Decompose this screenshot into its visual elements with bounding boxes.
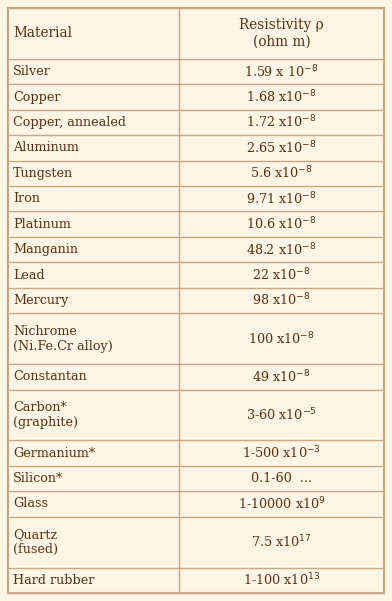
Text: 1.68 x10$^{-8}$: 1.68 x10$^{-8}$	[246, 89, 317, 105]
Text: Resistivity ρ
(ohm m): Resistivity ρ (ohm m)	[239, 19, 324, 49]
Text: 3-60 x10$^{-5}$: 3-60 x10$^{-5}$	[246, 407, 317, 423]
Text: Constantan: Constantan	[13, 370, 87, 383]
Text: 48.2 x10$^{-8}$: 48.2 x10$^{-8}$	[247, 242, 317, 258]
Text: Carbon*
(graphite): Carbon* (graphite)	[13, 401, 78, 429]
Text: 1.59 x 10$^{-8}$: 1.59 x 10$^{-8}$	[245, 63, 319, 80]
Text: Platinum: Platinum	[13, 218, 71, 231]
Text: 1-10000 x10$^{9}$: 1-10000 x10$^{9}$	[238, 496, 325, 512]
Text: Copper, annealed: Copper, annealed	[13, 116, 126, 129]
Text: Silicon*: Silicon*	[13, 472, 63, 485]
Text: Iron: Iron	[13, 192, 40, 206]
Text: Copper: Copper	[13, 91, 60, 103]
Text: Lead: Lead	[13, 269, 45, 281]
Text: 1-100 x10$^{13}$: 1-100 x10$^{13}$	[243, 572, 320, 588]
Text: Hard rubber: Hard rubber	[13, 574, 94, 587]
Text: 5.6 x10$^{-8}$: 5.6 x10$^{-8}$	[250, 165, 313, 182]
Text: 49 x10$^{-8}$: 49 x10$^{-8}$	[252, 368, 311, 385]
Text: Mercury: Mercury	[13, 294, 68, 307]
Text: 100 x10$^{-8}$: 100 x10$^{-8}$	[248, 331, 315, 347]
Text: Tungsten: Tungsten	[13, 167, 73, 180]
Text: 9.71 x10$^{-8}$: 9.71 x10$^{-8}$	[246, 191, 317, 207]
Text: 2.65 x10$^{-8}$: 2.65 x10$^{-8}$	[246, 139, 317, 156]
Text: Quartz
(fused): Quartz (fused)	[13, 528, 58, 556]
Text: Manganin: Manganin	[13, 243, 78, 256]
Text: Nichrome
(Ni.Fe.Cr alloy): Nichrome (Ni.Fe.Cr alloy)	[13, 325, 113, 353]
Text: Glass: Glass	[13, 498, 48, 510]
Text: 1.72 x10$^{-8}$: 1.72 x10$^{-8}$	[246, 114, 317, 131]
Text: Material: Material	[13, 26, 72, 40]
Text: 7.5 x10$^{17}$: 7.5 x10$^{17}$	[251, 534, 312, 551]
Text: 0.1-60  ...: 0.1-60 ...	[251, 472, 312, 485]
Text: 1-500 x10$^{-3}$: 1-500 x10$^{-3}$	[242, 445, 321, 462]
Text: Silver: Silver	[13, 65, 51, 78]
Text: Aluminum: Aluminum	[13, 141, 79, 154]
Text: 22 x10$^{-8}$: 22 x10$^{-8}$	[252, 267, 311, 283]
Text: Germanium*: Germanium*	[13, 447, 95, 460]
Text: 98 x10$^{-8}$: 98 x10$^{-8}$	[252, 292, 311, 309]
Text: 10.6 x10$^{-8}$: 10.6 x10$^{-8}$	[246, 216, 317, 233]
